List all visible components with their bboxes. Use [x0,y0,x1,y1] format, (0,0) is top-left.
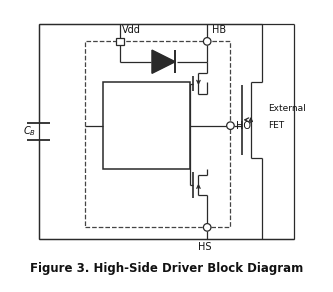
Bar [103,82,190,169]
Text: HO: HO [236,121,251,131]
Polygon shape [152,50,175,73]
Text: HS: HS [197,242,211,252]
Circle shape [203,38,211,45]
Text: External: External [268,104,306,113]
Bar [116,38,124,45]
Text: HB: HB [211,25,226,35]
Text: $C_B$: $C_B$ [23,125,36,138]
Bar [85,41,230,227]
Circle shape [203,224,211,231]
Circle shape [227,122,234,129]
Text: Vdd: Vdd [122,25,140,35]
Text: FET: FET [268,121,284,130]
Text: Figure 3. High-Side Driver Block Diagram: Figure 3. High-Side Driver Block Diagram [30,262,303,274]
